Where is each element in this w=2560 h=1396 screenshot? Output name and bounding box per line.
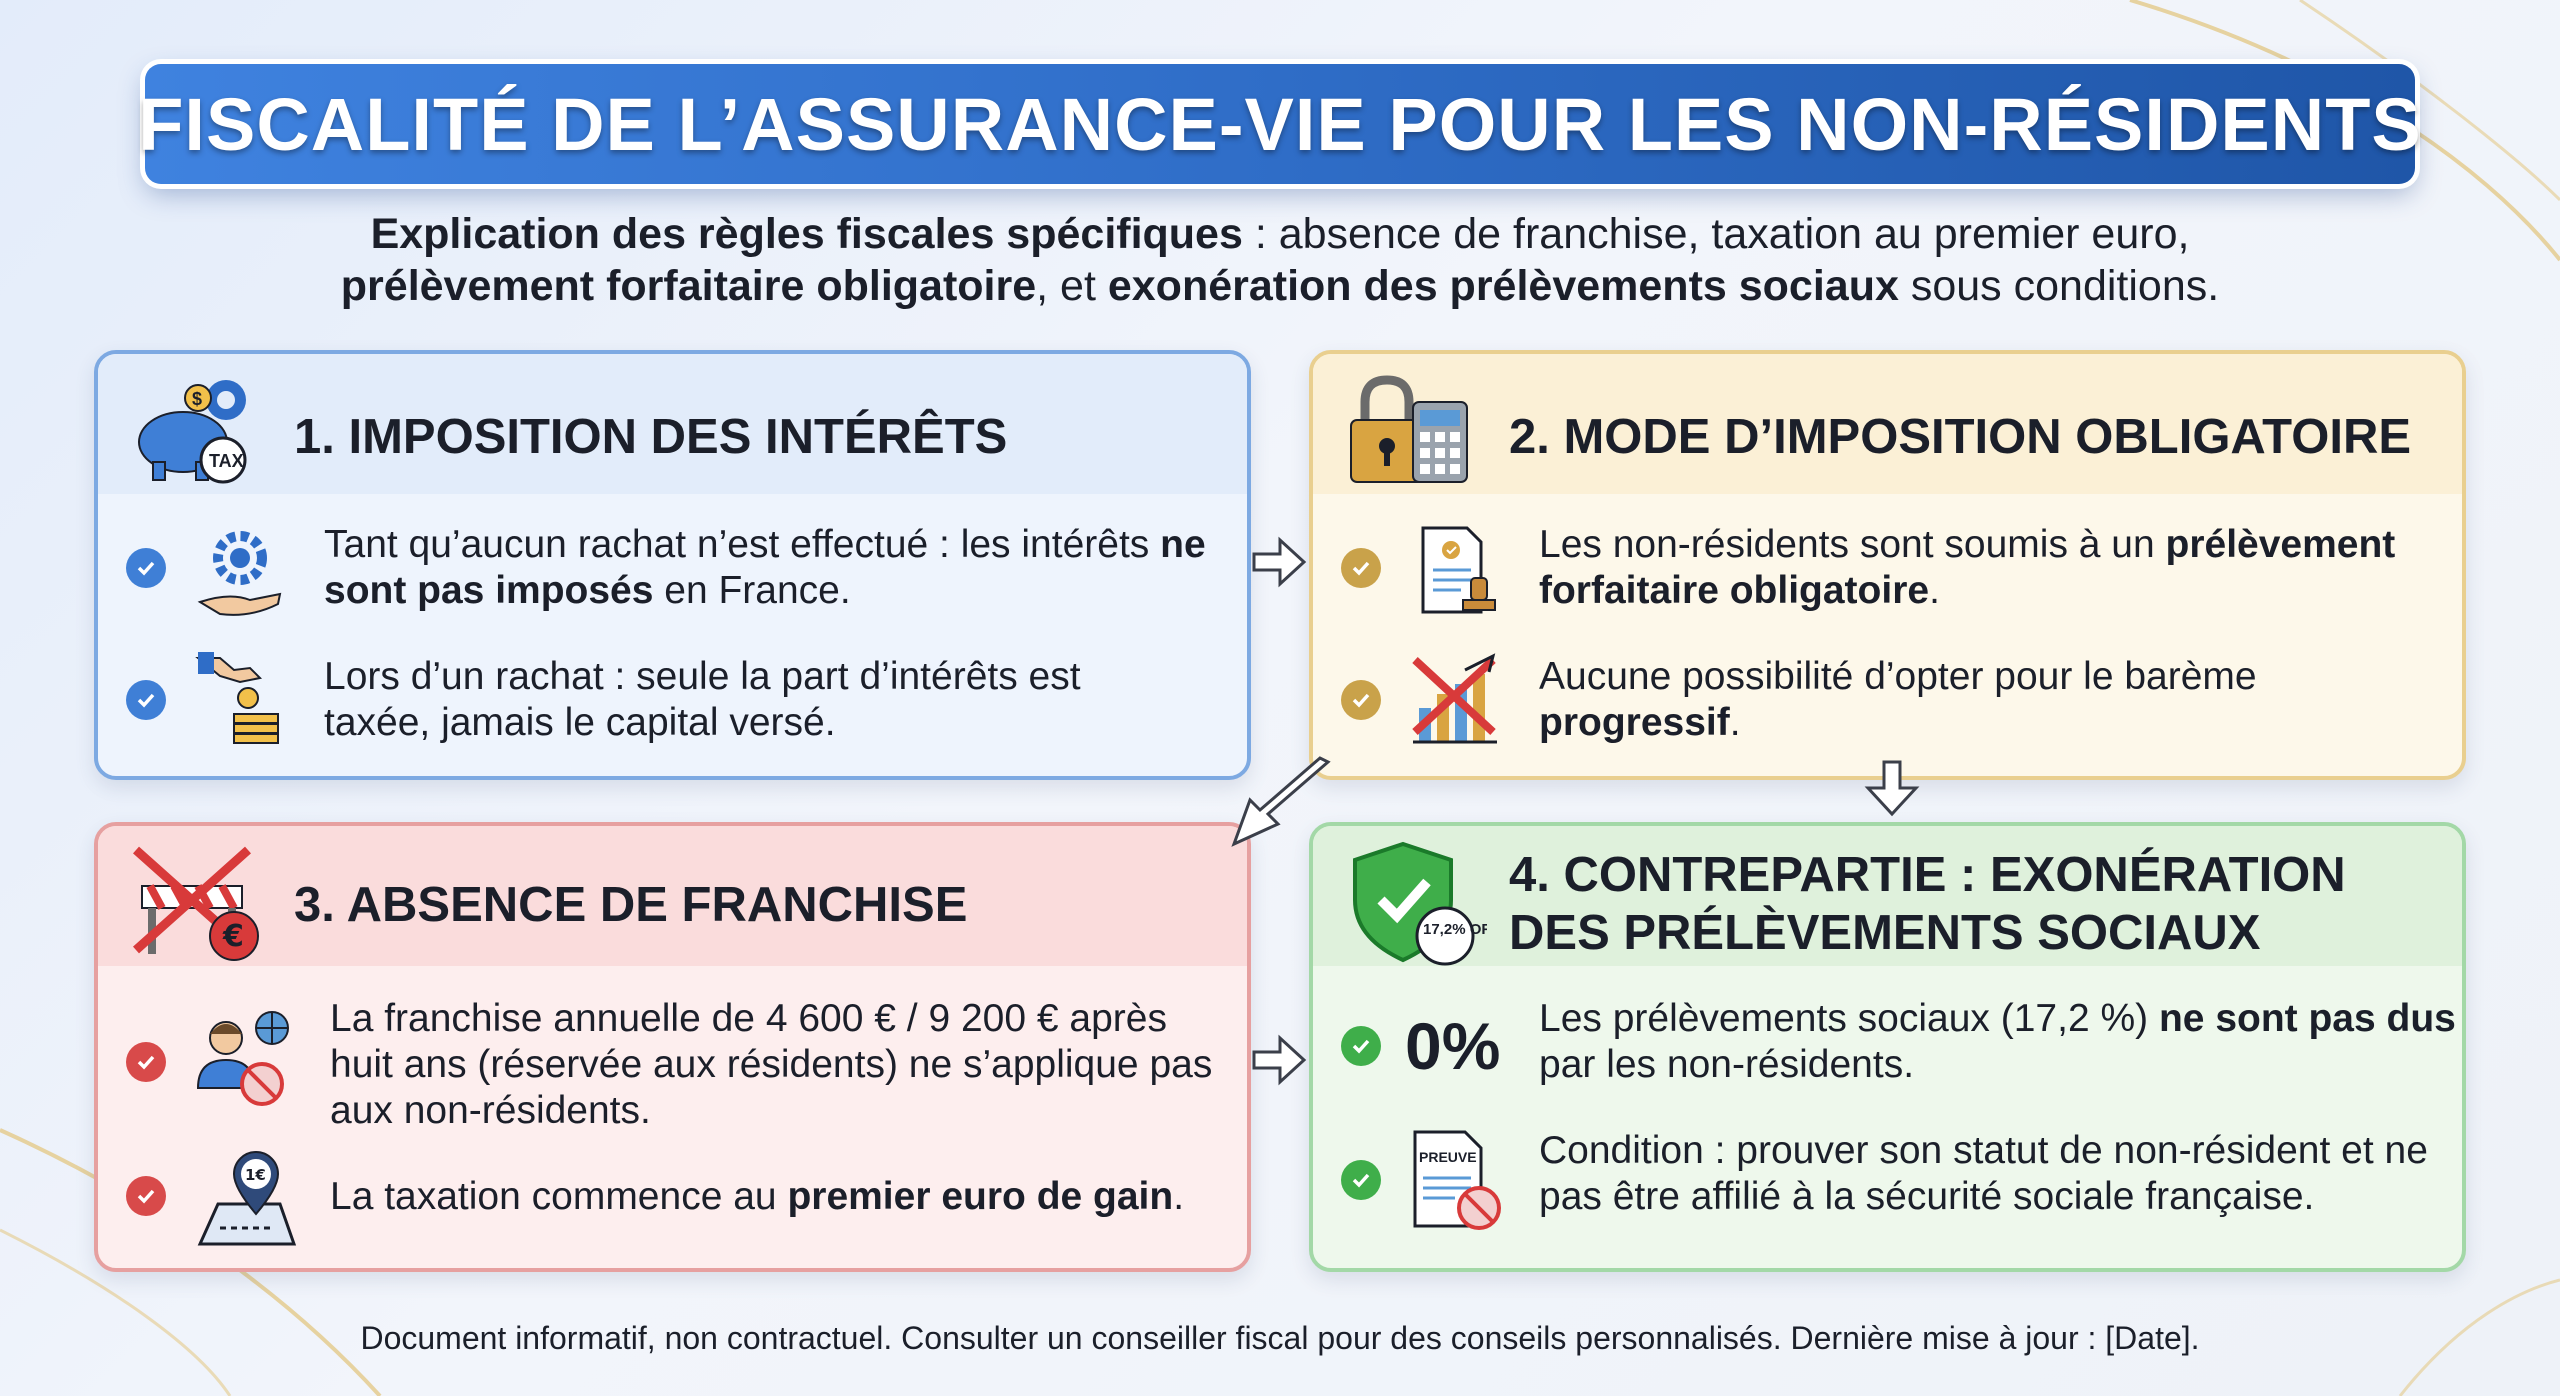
card-title-line-1: 4. CONTREPARTIE : EXONÉRATION	[1509, 848, 2346, 902]
svg-text:1€: 1€	[245, 1166, 266, 1184]
subtitle-bold-1: Explication des règles fiscales spécifiq…	[370, 210, 1243, 258]
check-icon	[1341, 680, 1381, 720]
card-title-line-2: DES PRÉLÈVEMENTS SOCIAUX	[1509, 906, 2261, 960]
card-header	[1313, 826, 2462, 966]
barrier-euro-icon: €	[133, 846, 259, 961]
item-text: Les prélèvements sociaux (17,2 %) ne son…	[1539, 996, 2459, 1088]
check-icon	[1341, 1026, 1381, 1066]
item-text-bold: premier euro de gain	[787, 1175, 1174, 1218]
subtitle: Explication des règles fiscales spécifiq…	[0, 208, 2560, 312]
check-icon	[1341, 548, 1381, 588]
item-text-bold: ne sont pas dus	[2158, 997, 2456, 1040]
check-icon	[126, 1042, 166, 1082]
card-exoneration-prelevements: 17,2% OFF 4. CONTREPARTIE : EXONÉRATION …	[1309, 822, 2466, 1272]
item-text-part: Aucune possibilité d’opter pour le barèm…	[1539, 655, 2257, 698]
item-text-part: par les non-résidents.	[1539, 1043, 1915, 1086]
subtitle-bold-2: prélèvement forfaitaire obligatoire	[340, 262, 1037, 310]
card-header	[98, 354, 1247, 494]
card-title: 3. ABSENCE DE FRANCHISE	[294, 878, 968, 932]
item-text-part: en France.	[653, 569, 851, 612]
footer-disclaimer: Document informatif, non contractuel. Co…	[360, 1320, 2200, 1356]
badge-text: 17,2% OFF	[1423, 921, 1487, 938]
zero-percent-icon: 0%	[1405, 1009, 1501, 1083]
item-text-bold: prélèvement forfaitaire obligatoire	[1539, 523, 2396, 612]
proof-label: PREUVE	[1419, 1149, 1477, 1165]
map-pin-euro-icon: 1€	[197, 1151, 297, 1246]
item-text-bold: progressif	[1539, 701, 1730, 744]
arrow-right-icon	[1252, 536, 1307, 588]
piggy-bank-tax-icon: $ TAX	[138, 380, 247, 484]
item-text: La franchise annuelle de 4 600 € / 9 200…	[330, 996, 1230, 1134]
subtitle-text-1: : absence de franchise, taxation au prem…	[1242, 210, 2190, 258]
proof-document-icon: PREUVE	[1413, 1130, 1501, 1230]
subtitle-bold-3: exonération des prélèvements sociaux	[1107, 262, 1899, 310]
coin-hand-icon	[195, 652, 279, 744]
card-header	[98, 826, 1247, 966]
item-text: Lors d’un rachat : seule la part d’intér…	[324, 654, 1144, 746]
item-text-bold: ne sont pas imposés	[324, 523, 1206, 612]
card-title: 1. IMPOSITION DES INTÉRÊTS	[294, 410, 1008, 464]
check-icon	[1341, 1160, 1381, 1200]
item-text-part: La taxation commence au	[330, 1175, 788, 1218]
subtitle-line-2: prélèvement forfaitaire obligatoire, et …	[0, 260, 2560, 312]
item-text-part: La franchise annuelle de 4 600 € / 9 200…	[330, 997, 1213, 1132]
subtitle-text-2: , et	[1036, 262, 1108, 310]
check-icon	[126, 548, 166, 588]
subtitle-text-3: sous conditions.	[1898, 262, 2220, 310]
svg-text:TAX: TAX	[209, 451, 244, 471]
card-imposition-interets: $ TAX 1. IMPOSITION DES INTÉRÊTS Tant qu…	[94, 350, 1251, 780]
arrow-right-icon	[1252, 1034, 1307, 1086]
item-text-part: Condition : prouver son statut de non-ré…	[1539, 1129, 2428, 1218]
card-title: 2. MODE D’IMPOSITION OBLIGATOIRE	[1509, 410, 2412, 464]
card-absence-franchise: € 3. ABSENCE DE FRANCHISE La franchise a…	[94, 822, 1251, 1272]
svg-text:€: €	[222, 919, 244, 954]
card-header	[1313, 354, 2462, 494]
person-globe-icon	[196, 1011, 289, 1106]
card-mode-imposition: 2. MODE D’IMPOSITION OBLIGATOIRE Les non…	[1309, 350, 2466, 780]
item-text: Les non-résidents sont soumis à un prélè…	[1539, 522, 2459, 614]
shield-check-icon: 17,2% OFF	[1353, 841, 1487, 966]
item-text-part: Les non-résidents sont soumis à un	[1539, 523, 2166, 566]
item-text: Condition : prouver son statut de non-ré…	[1539, 1128, 2459, 1220]
crossed-chart-icon	[1412, 653, 1497, 744]
subtitle-line-1: Explication des règles fiscales spécifiq…	[0, 208, 2560, 260]
gear-hand-icon	[197, 531, 282, 616]
item-text-part: Les prélèvements sociaux (17,2 %)	[1539, 997, 2159, 1040]
item-text-part: .	[1929, 569, 1940, 612]
document-stamp-icon	[1421, 526, 1496, 614]
item-text: Aucune possibilité d’opter pour le barèm…	[1539, 654, 2439, 746]
arrow-down-icon	[1864, 760, 1920, 817]
item-text-part: .	[1173, 1175, 1185, 1218]
check-icon	[126, 680, 166, 720]
check-icon	[126, 1176, 166, 1216]
padlock-calculator-icon	[1350, 375, 1468, 483]
item-text-part: Tant qu’aucun rachat n’est effectué : le…	[324, 523, 1161, 566]
item-text: Tant qu’aucun rachat n’est effectué : le…	[324, 522, 1224, 614]
page-title: FISCALITÉ DE L’ASSURANCE-VIE POUR LES NO…	[138, 82, 2422, 166]
item-text-part: Lors d’un rachat : seule la part d’intér…	[324, 655, 1081, 744]
arrow-diagonal-icon	[1231, 756, 1331, 847]
card-title: 4. CONTREPARTIE : EXONÉRATION DES PRÉLÈV…	[1509, 846, 2346, 962]
svg-text:$: $	[192, 389, 202, 409]
item-text: La taxation commence au premier euro de …	[330, 1174, 1230, 1220]
title-banner: FISCALITÉ DE L’ASSURANCE-VIE POUR LES NO…	[138, 64, 2421, 184]
item-text-part: .	[1729, 701, 1741, 744]
